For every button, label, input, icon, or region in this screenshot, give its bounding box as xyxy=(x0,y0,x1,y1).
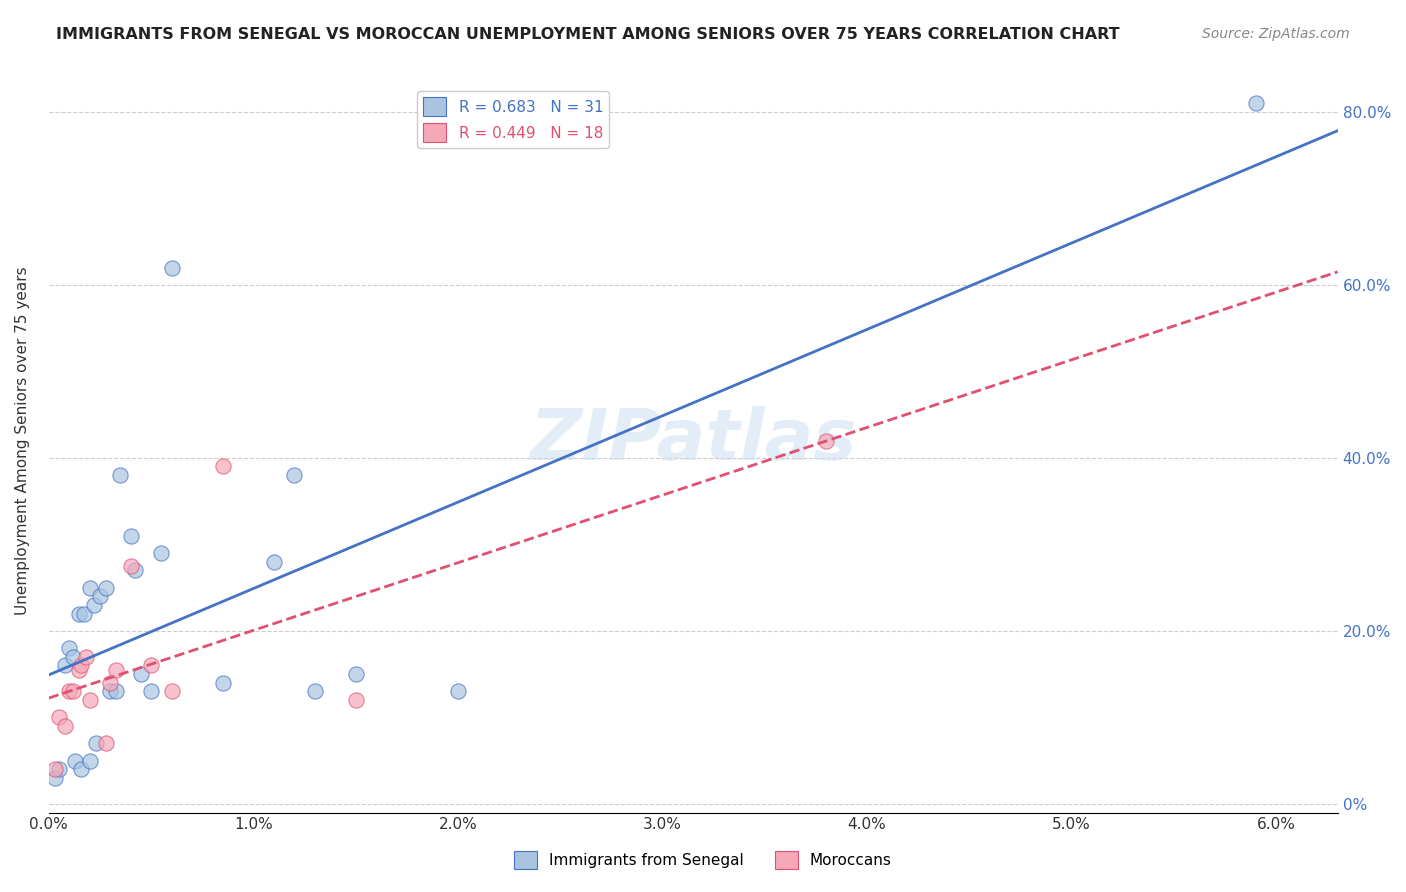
Point xyxy=(70,658,93,673)
Point xyxy=(110,468,132,483)
Point xyxy=(124,563,146,577)
Point xyxy=(70,762,93,776)
Point xyxy=(105,663,128,677)
Point xyxy=(304,684,326,698)
Point xyxy=(53,658,76,673)
Point xyxy=(67,607,90,621)
Point xyxy=(94,736,117,750)
Point xyxy=(58,641,80,656)
Point xyxy=(44,762,66,776)
Point xyxy=(160,684,183,698)
Point xyxy=(62,649,84,664)
Point xyxy=(67,663,90,677)
Point xyxy=(263,555,285,569)
Point xyxy=(83,598,105,612)
Point xyxy=(150,546,173,560)
Legend: Immigrants from Senegal, Moroccans: Immigrants from Senegal, Moroccans xyxy=(508,845,898,875)
Point xyxy=(815,434,838,448)
Point xyxy=(94,581,117,595)
Point xyxy=(344,693,367,707)
Point xyxy=(44,771,66,785)
Point xyxy=(344,667,367,681)
Point xyxy=(58,684,80,698)
Point xyxy=(139,658,162,673)
Point xyxy=(53,719,76,733)
Point xyxy=(79,581,101,595)
Point xyxy=(98,684,121,698)
Point xyxy=(79,754,101,768)
Y-axis label: Unemployment Among Seniors over 75 years: Unemployment Among Seniors over 75 years xyxy=(15,266,30,615)
Point xyxy=(72,607,94,621)
Point xyxy=(79,693,101,707)
Point xyxy=(139,684,162,698)
Point xyxy=(98,675,121,690)
Point xyxy=(211,675,233,690)
Point xyxy=(105,684,128,698)
Point xyxy=(129,667,152,681)
Point xyxy=(62,684,84,698)
Point xyxy=(283,468,305,483)
Text: ZIPatlas: ZIPatlas xyxy=(530,406,856,475)
Point xyxy=(160,260,183,275)
Point xyxy=(48,710,70,724)
Point xyxy=(1244,96,1267,111)
Point xyxy=(75,649,97,664)
Point xyxy=(120,529,142,543)
Point xyxy=(447,684,470,698)
Legend: R = 0.683   N = 31, R = 0.449   N = 18: R = 0.683 N = 31, R = 0.449 N = 18 xyxy=(418,91,609,148)
Text: Source: ZipAtlas.com: Source: ZipAtlas.com xyxy=(1202,27,1350,41)
Point xyxy=(211,459,233,474)
Point xyxy=(48,762,70,776)
Point xyxy=(65,754,87,768)
Point xyxy=(120,559,142,574)
Point xyxy=(89,589,111,603)
Point xyxy=(84,736,107,750)
Text: IMMIGRANTS FROM SENEGAL VS MOROCCAN UNEMPLOYMENT AMONG SENIORS OVER 75 YEARS COR: IMMIGRANTS FROM SENEGAL VS MOROCCAN UNEM… xyxy=(56,27,1119,42)
